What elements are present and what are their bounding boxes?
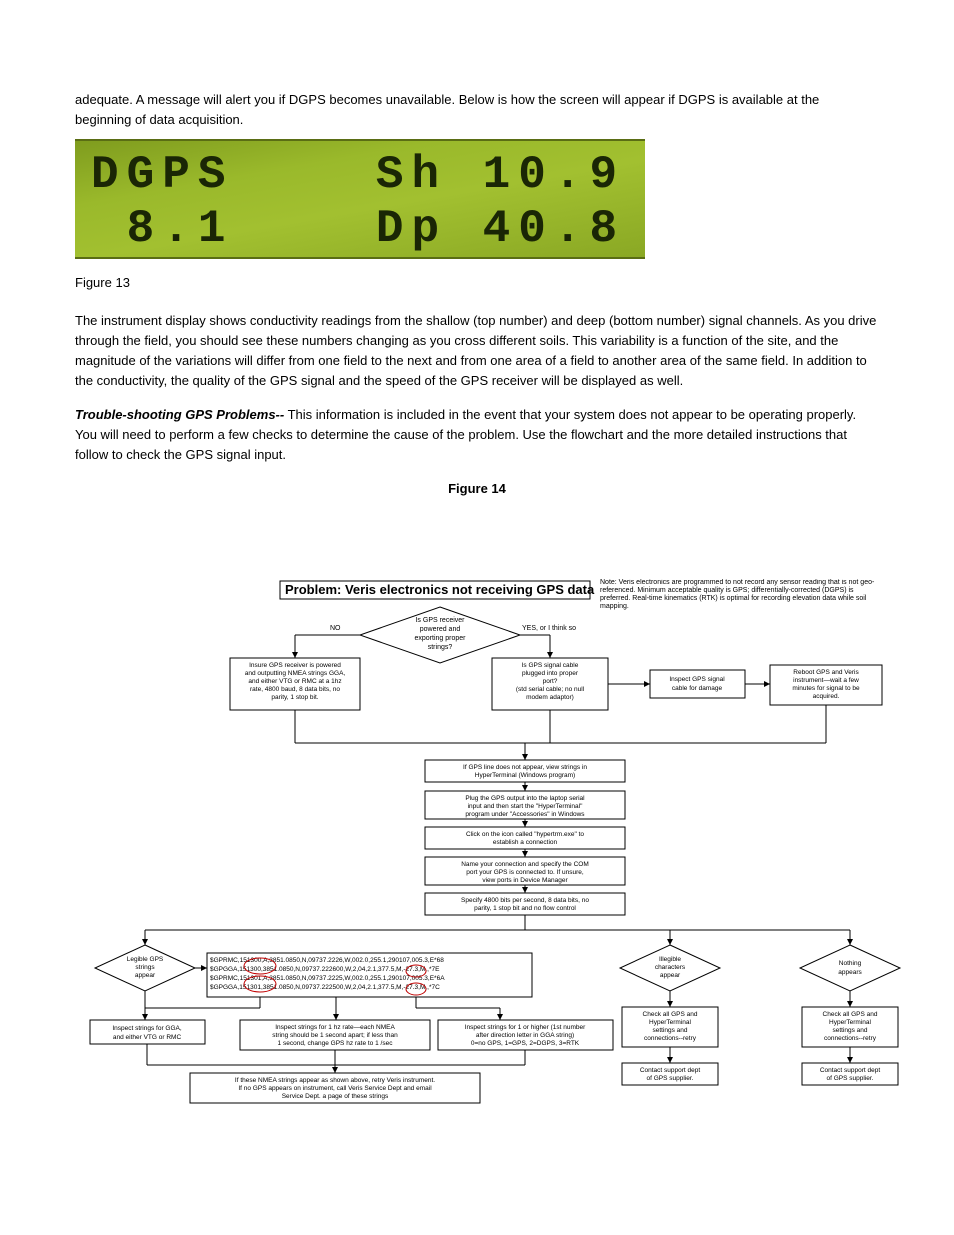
svg-text:Legible GPS: Legible GPS <box>127 956 164 963</box>
svg-text:and either VTG or RMC: and either VTG or RMC <box>113 1034 182 1041</box>
svg-text:If GPS line does not appear, v: If GPS line does not appear, view string… <box>463 764 587 771</box>
svg-text:connections--retry: connections--retry <box>824 1035 877 1042</box>
svg-text:port?: port? <box>543 678 558 685</box>
svg-text:settings and: settings and <box>832 1027 867 1034</box>
svg-text:Inspect strings for 1 or highe: Inspect strings for 1 or higher (1st num… <box>465 1024 587 1031</box>
svg-text:of GPS supplier.: of GPS supplier. <box>827 1075 874 1082</box>
svg-text:appear: appear <box>660 972 681 979</box>
lcd-display-photo: DGPS Sh 10.9 8.1 Dp 40.8 <box>75 139 645 259</box>
svg-text:Insure GPS receiver is powered: Insure GPS receiver is powered <box>249 662 341 669</box>
svg-text:Name your connection and speci: Name your connection and specify the COM <box>461 861 589 868</box>
svg-text:Service Dept. a page of these: Service Dept. a page of these strings <box>282 1093 389 1100</box>
svg-text:after direction letter in GGA: after direction letter in GGA string) <box>476 1032 574 1039</box>
svg-text:parity, 1 stop bit.: parity, 1 stop bit. <box>271 694 318 701</box>
lcd-line-1: DGPS Sh 10.9 <box>91 149 625 201</box>
svg-text:view ports in Device Manager: view ports in Device Manager <box>482 877 568 884</box>
svg-text:Is GPS signal cable: Is GPS signal cable <box>522 662 579 669</box>
svg-text:Plug the GPS output into the l: Plug the GPS output into the laptop seri… <box>465 795 585 802</box>
svg-text:connections--retry: connections--retry <box>644 1035 697 1042</box>
svg-text:HyperTerminal: HyperTerminal <box>649 1019 691 1026</box>
body-paragraph-1: The instrument display shows conductivit… <box>75 311 879 392</box>
svg-text:Inspect GPS signal: Inspect GPS signal <box>669 676 725 683</box>
svg-text:and outputting NMEA strings GG: and outputting NMEA strings GGA, <box>245 670 346 677</box>
svg-text:Illegible: Illegible <box>659 956 681 963</box>
svg-text:YES, or I think so: YES, or I think so <box>522 625 576 632</box>
intro-paragraph: adequate. A message will alert you if DG… <box>75 90 879 129</box>
figure-13-label: Figure 13 <box>75 273 879 293</box>
svg-text:plugged into proper: plugged into proper <box>522 670 579 677</box>
fc-note: Note: Veris electronics are programmed t… <box>600 579 880 611</box>
svg-text:parity, 1 stop bit and no flow: parity, 1 stop bit and no flow control <box>474 905 576 912</box>
svg-text:settings and: settings and <box>652 1027 687 1034</box>
svg-text:Click on the icon called "hype: Click on the icon called "hypertrm.exe" … <box>466 831 584 838</box>
svg-text:Nothing: Nothing <box>839 960 862 967</box>
svg-text:appears: appears <box>838 969 862 976</box>
svg-text:and either VTG or RMC at a 1hz: and either VTG or RMC at a 1hz <box>248 678 341 685</box>
svg-text:input and then start the "Hype: input and then start the "HyperTerminal" <box>468 803 584 810</box>
lcd-line-2: 8.1 Dp 40.8 <box>91 203 625 255</box>
svg-text:Contact support dept: Contact support dept <box>820 1067 881 1074</box>
svg-text:If no GPS appears on instrumen: If no GPS appears on instrument, call Ve… <box>238 1085 432 1092</box>
svg-text:instrument—wait a few: instrument—wait a few <box>793 677 859 684</box>
flowchart-figure: Problem: Veris electronics not receiving… <box>70 575 905 1175</box>
fc-title: Problem: Veris electronics not receiving… <box>285 582 595 597</box>
troubleshooting-heading: Trouble-shooting GPS Problems-- <box>75 407 284 422</box>
figure-14-label: Figure 14 <box>75 479 879 499</box>
svg-text:Inspect strings for GGA,: Inspect strings for GGA, <box>112 1025 182 1032</box>
svg-text:Check all GPS and: Check all GPS and <box>823 1011 878 1018</box>
svg-text:Contact support dept: Contact support dept <box>640 1067 701 1074</box>
svg-text:HyperTerminal (Windows program: HyperTerminal (Windows program) <box>475 772 575 779</box>
svg-text:powered and: powered and <box>420 626 461 633</box>
svg-text:Specify 4800 bits per second,: Specify 4800 bits per second, 8 data bit… <box>461 897 589 904</box>
svg-text:rate, 4800 baud, 8 data bits,: rate, 4800 baud, 8 data bits, no <box>250 686 340 693</box>
svg-text:If these NMEA strings appear a: If these NMEA strings appear as shown ab… <box>235 1077 435 1084</box>
svg-text:of GPS supplier.: of GPS supplier. <box>647 1075 694 1082</box>
svg-text:strings: strings <box>135 964 155 971</box>
svg-text:exporting proper: exporting proper <box>415 635 467 642</box>
svg-text:acquired.: acquired. <box>813 693 840 700</box>
svg-text:(std serial cable; no null: (std serial cable; no null <box>516 686 585 693</box>
svg-text:cable for damage: cable for damage <box>672 685 723 692</box>
svg-text:1 second, change GPS hz rate t: 1 second, change GPS hz rate to 1 /sec <box>278 1040 394 1047</box>
svg-text:NO: NO <box>330 625 341 632</box>
svg-text:Inspect strings for 1 hz rate—: Inspect strings for 1 hz rate—each NMEA <box>275 1024 395 1031</box>
svg-text:minutes for signal to be: minutes for signal to be <box>792 685 860 692</box>
svg-text:program under "Accessories" in: program under "Accessories" in Windows <box>465 811 585 818</box>
svg-text:modem adaptor): modem adaptor) <box>526 694 574 701</box>
svg-text:characters: characters <box>655 964 686 971</box>
svg-text:HyperTerminal: HyperTerminal <box>829 1019 871 1026</box>
svg-text:establish a connection: establish a connection <box>493 839 558 846</box>
svg-text:Reboot GPS and Veris: Reboot GPS and Veris <box>793 669 859 676</box>
svg-text:strings?: strings? <box>428 644 453 651</box>
svg-text:string should be 1 second apar: string should be 1 second apart; if less… <box>272 1032 398 1039</box>
svg-text:Check all GPS and: Check all GPS and <box>643 1011 698 1018</box>
flowchart-svg: Problem: Veris electronics not receiving… <box>70 575 905 1175</box>
svg-text:port your GPS is connected to.: port your GPS is connected to. If unsure… <box>466 869 584 876</box>
body-paragraph-2: Trouble-shooting GPS Problems-- This inf… <box>75 405 879 465</box>
svg-text:Is GPS receiver: Is GPS receiver <box>415 617 465 624</box>
svg-text:0=no GPS, 1=GPS, 2=DGPS, 3=RTK: 0=no GPS, 1=GPS, 2=DGPS, 3=RTK <box>471 1040 580 1047</box>
svg-text:appear: appear <box>135 972 156 979</box>
